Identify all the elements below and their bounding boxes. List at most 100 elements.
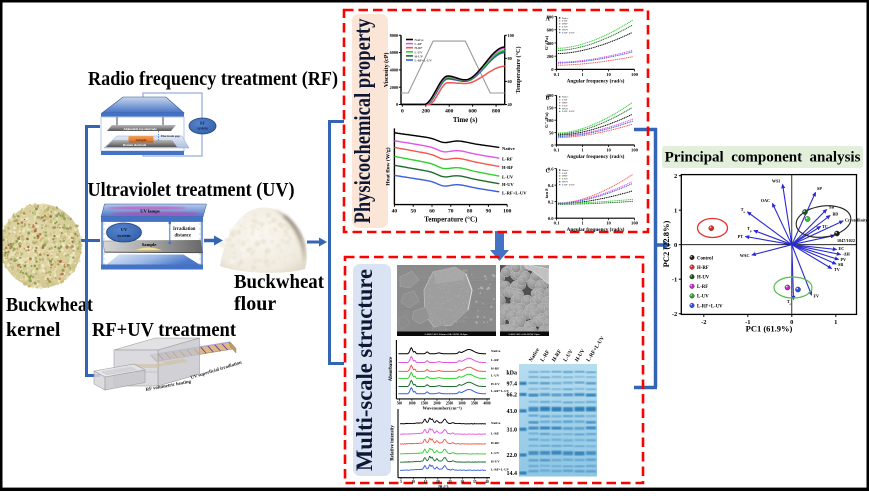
svg-text:70: 70 (448, 209, 454, 215)
svg-text:2: 2 (674, 173, 677, 180)
svg-text:1: 1 (581, 221, 584, 226)
svg-text:0.0: 0.0 (548, 216, 554, 221)
svg-text:L-RF+L-UV: L-RF+L-UV (697, 304, 723, 309)
svg-text:1: 1 (581, 72, 584, 77)
svg-text:Native: Native (562, 96, 570, 99)
svg-text:L-RF: L-RF (562, 99, 568, 102)
svg-text:L-UV: L-UV (697, 295, 709, 300)
svg-text:400: 400 (547, 41, 555, 46)
svg-text:H-RF: H-RF (502, 165, 513, 170)
svg-text:UV: UV (121, 227, 128, 232)
svg-text:14.4: 14.4 (507, 471, 518, 477)
svg-text:SB: SB (838, 262, 843, 267)
svg-text:10: 10 (411, 480, 415, 484)
svg-text:flour: flour (234, 293, 276, 315)
svg-text:Adjustable top electrode: Adjustable top electrode (123, 127, 157, 131)
svg-text:H-UV: H-UV (562, 181, 568, 184)
svg-text:40: 40 (392, 209, 398, 215)
svg-text:EC: EC (839, 246, 845, 251)
svg-text:SP: SP (817, 186, 822, 191)
svg-text:H-RF: H-RF (491, 441, 499, 445)
svg-text:22.0: 22.0 (507, 453, 518, 459)
svg-text:Temperature (°C): Temperature (°C) (424, 216, 478, 224)
svg-text:Angular frequency (rad/s): Angular frequency (rad/s) (567, 226, 625, 233)
svg-text:60: 60 (429, 209, 435, 215)
svg-text:H-UV: H-UV (491, 459, 500, 463)
svg-text:Angular frequency (rad/s): Angular frequency (rad/s) (567, 77, 625, 84)
svg-text:0.1: 0.1 (554, 221, 560, 226)
svg-text:L-RF: L-RF (415, 42, 422, 46)
svg-text:RF: RF (200, 122, 206, 126)
svg-text:BD: BD (833, 212, 839, 217)
svg-text:150: 150 (547, 106, 555, 111)
svg-text:40: 40 (485, 480, 489, 484)
svg-text:H-UV: H-UV (697, 276, 710, 281)
svg-text:tan δ: tan δ (544, 188, 549, 199)
svg-text:Heat flow (W/g): Heat flow (W/g) (384, 147, 391, 185)
svg-text:Tc: Tc (787, 299, 792, 306)
svg-text:L-RF: L-RF (491, 431, 499, 435)
svg-text:100: 100 (547, 118, 555, 123)
svg-text:L-RF+L-UV: L-RF+L-UV (491, 468, 510, 472)
svg-text:-2: -2 (701, 319, 706, 326)
svg-text:0.4: 0.4 (548, 183, 554, 188)
svg-text:80: 80 (508, 56, 512, 61)
svg-text:0.1: 0.1 (554, 148, 560, 153)
svg-text:system: system (197, 127, 207, 131)
svg-text:-2: -2 (672, 311, 677, 318)
svg-text:H-UV: H-UV (562, 28, 568, 31)
svg-text:Sample: Sample (142, 242, 157, 247)
svg-text:2000: 2000 (433, 401, 440, 405)
svg-text:4000: 4000 (390, 68, 399, 73)
svg-text:20: 20 (436, 480, 440, 484)
svg-text:1000: 1000 (408, 401, 415, 405)
svg-text:Radio frequency treatment (RF): Radio frequency treatment (RF) (88, 68, 338, 90)
svg-text:10: 10 (606, 221, 611, 226)
svg-text:Buckwheat: Buckwheat (6, 294, 93, 316)
svg-text:10: 10 (606, 72, 611, 77)
svg-text:0: 0 (551, 143, 554, 148)
svg-text:Angular frequency (rad/s): Angular frequency (rad/s) (567, 153, 625, 160)
svg-text:H-RF: H-RF (415, 46, 423, 50)
svg-text:Native: Native (491, 349, 501, 353)
svg-text:80: 80 (467, 209, 473, 215)
svg-text:0.6: 0.6 (548, 166, 554, 171)
svg-text:H-RF: H-RF (562, 102, 568, 105)
svg-text:Native: Native (502, 146, 515, 151)
svg-text:L-RF: L-RF (491, 358, 499, 362)
svg-text:L-RF+L-UV: L-RF+L-UV (562, 31, 575, 34)
svg-text:Time (s): Time (s) (453, 116, 478, 124)
svg-text:Buckwheat: Buckwheat (234, 271, 324, 293)
svg-text:L-UV: L-UV (502, 175, 514, 180)
svg-text:Physicochemical property: Physicochemical property (350, 18, 375, 223)
svg-text:0: 0 (551, 67, 554, 72)
svg-text:Bottom electrode: Bottom electrode (123, 143, 147, 147)
svg-text:UV lamps: UV lamps (140, 208, 160, 213)
svg-text:800: 800 (547, 14, 555, 19)
svg-text:WAC: WAC (740, 253, 750, 258)
svg-text:SB: SB (829, 205, 834, 210)
svg-text:-1: -1 (745, 319, 750, 326)
svg-text:kDa: kDa (506, 371, 517, 377)
svg-text:200: 200 (547, 54, 555, 59)
svg-text:1: 1 (581, 148, 584, 153)
svg-text:L-RF+L-UV: L-RF+L-UV (562, 183, 575, 186)
svg-text:500: 500 (397, 401, 403, 405)
svg-text:2θ (°): 2θ (°) (438, 484, 449, 489)
svg-text:100: 100 (631, 72, 639, 77)
svg-text:Relative intensity: Relative intensity (391, 425, 396, 461)
svg-text:10: 10 (606, 148, 611, 153)
svg-text:Temperature (°C): Temperature (°C) (515, 46, 522, 93)
svg-text:L-RF+L-UV: L-RF+L-UV (491, 389, 510, 393)
svg-text:OAC: OAC (761, 198, 770, 203)
svg-text:97.4: 97.4 (507, 382, 518, 388)
svg-text:0: 0 (401, 109, 404, 115)
svg-text:50: 50 (410, 209, 416, 215)
svg-text:H-RF: H-RF (562, 23, 568, 26)
svg-text:H-UV: H-UV (491, 382, 500, 386)
svg-text:C: C (546, 169, 550, 175)
svg-text:Native: Native (562, 17, 570, 20)
svg-text:Control: Control (697, 256, 714, 261)
svg-text:L-RF: L-RF (562, 20, 568, 23)
svg-text:TV: TV (834, 267, 840, 272)
